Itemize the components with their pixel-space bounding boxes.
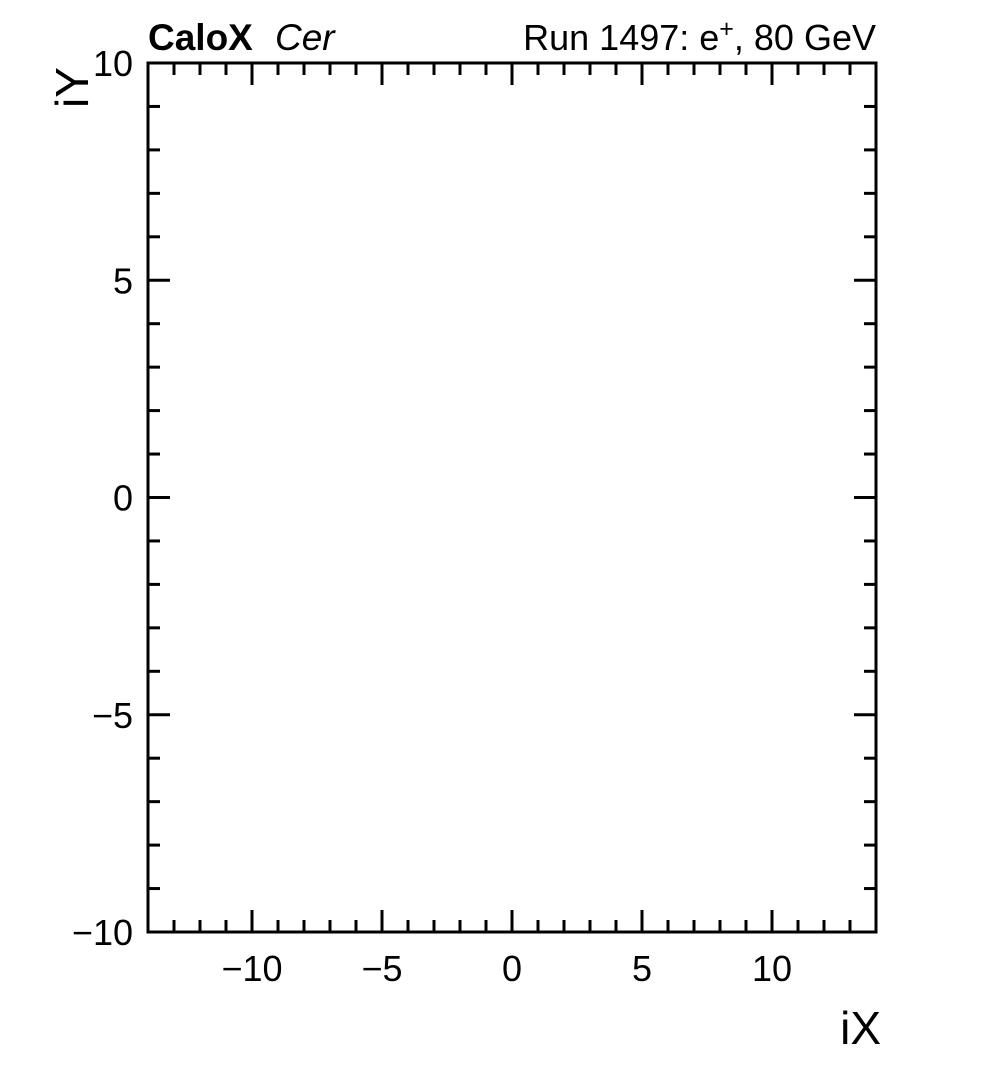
y-axis-title: iY (46, 67, 98, 108)
axis-tick-labels: −10 −5 0 5 10 −10 −5 0 5 10 (72, 43, 792, 989)
y-tick-label: 5 (113, 260, 133, 301)
x-tick-label: −10 (221, 948, 282, 989)
x-tick-label: 10 (752, 948, 792, 989)
experiment-title: CaloX (148, 17, 253, 58)
axis-ticks (148, 63, 876, 932)
run-title-prefix: Run 1497: e (523, 17, 719, 58)
y-tick-label: −5 (92, 695, 133, 736)
y-tick-label: 10 (93, 43, 133, 84)
x-tick-label: −5 (361, 948, 402, 989)
x-tick-label: 0 (502, 948, 522, 989)
run-title-suffix: , 80 GeV (734, 17, 876, 58)
plot-frame (146, 61, 878, 934)
y-tick-label: 0 (113, 478, 133, 519)
y-tick-label: −10 (72, 912, 133, 953)
x-axis-title: iX (840, 1002, 881, 1054)
detector-title: Cer (275, 17, 336, 58)
x-tick-label: 5 (632, 948, 652, 989)
run-title-superscript: + (719, 15, 734, 43)
run-title: Run 1497: e+, 80 GeV (523, 15, 876, 58)
